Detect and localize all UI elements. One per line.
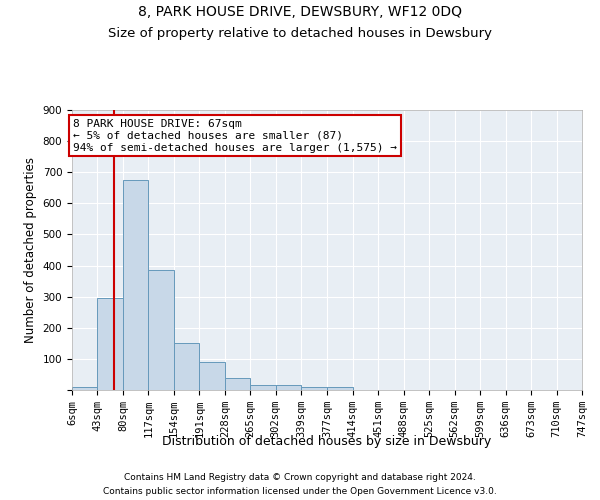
Bar [72, 387, 97, 390]
Bar [199, 362, 225, 390]
Bar [250, 386, 276, 390]
Bar [97, 298, 123, 390]
Bar [174, 342, 199, 390]
Bar [148, 270, 174, 390]
Text: 8, PARK HOUSE DRIVE, DEWSBURY, WF12 0DQ: 8, PARK HOUSE DRIVE, DEWSBURY, WF12 0DQ [138, 5, 462, 19]
Text: Size of property relative to detached houses in Dewsbury: Size of property relative to detached ho… [108, 28, 492, 40]
Bar [225, 378, 250, 390]
Text: Contains public sector information licensed under the Open Government Licence v3: Contains public sector information licen… [103, 488, 497, 496]
Y-axis label: Number of detached properties: Number of detached properties [24, 157, 37, 343]
Bar [301, 387, 326, 390]
Text: Contains HM Land Registry data © Crown copyright and database right 2024.: Contains HM Land Registry data © Crown c… [124, 472, 476, 482]
Bar [123, 180, 148, 390]
Text: 8 PARK HOUSE DRIVE: 67sqm
← 5% of detached houses are smaller (87)
94% of semi-d: 8 PARK HOUSE DRIVE: 67sqm ← 5% of detach… [73, 120, 397, 152]
Bar [328, 387, 353, 390]
Text: Distribution of detached houses by size in Dewsbury: Distribution of detached houses by size … [163, 435, 491, 448]
Bar [276, 386, 301, 390]
